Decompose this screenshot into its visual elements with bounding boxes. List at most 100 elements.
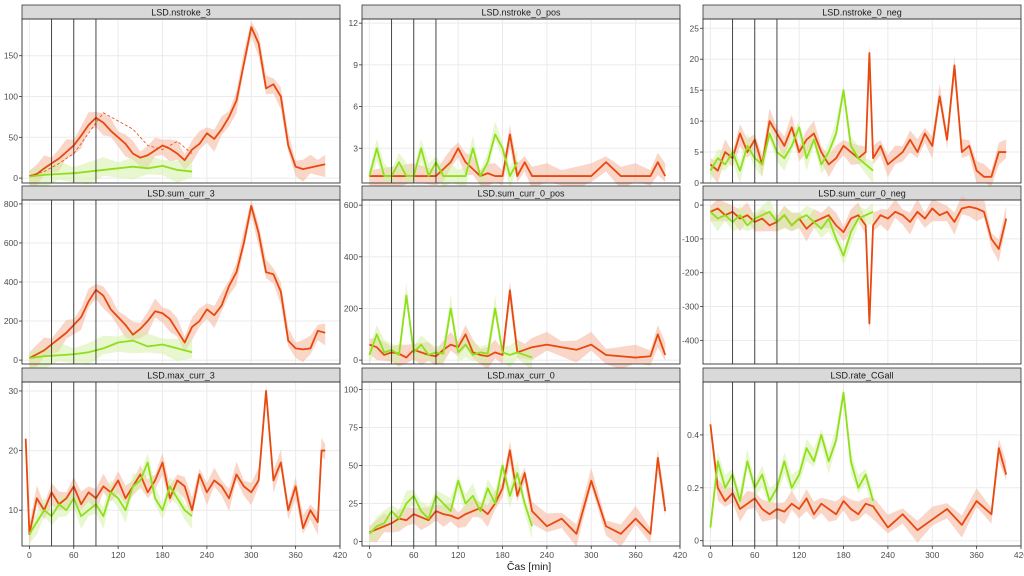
y-tick-label: -100	[682, 234, 699, 244]
facet-title: LSD.max_curr_0	[487, 371, 555, 381]
x-tick-label: 180	[836, 550, 850, 560]
facet-title: LSD.sum_curr_0_pos	[477, 189, 565, 199]
y-tick-label: 9	[353, 60, 358, 70]
y-tick-label: 0	[694, 178, 699, 188]
panel-border	[361, 381, 681, 547]
series-line-green	[709, 89, 874, 172]
y-tick-label: 0	[13, 355, 18, 365]
x-tick-label: 60	[69, 550, 79, 560]
y-tick-label: 400	[344, 252, 358, 262]
y-tick-label: 30	[9, 386, 19, 396]
panel-border	[361, 18, 681, 184]
y-tick-label: 50	[349, 461, 359, 471]
x-tick-label: 0	[27, 550, 32, 560]
series-ribbon-green	[369, 282, 533, 371]
y-tick-label: 100	[344, 385, 358, 395]
y-tick-label: 10	[9, 505, 19, 515]
panel-border	[361, 199, 681, 365]
series-line-green	[28, 461, 193, 535]
series-line-green	[709, 391, 874, 528]
y-tick-label: 200	[344, 303, 358, 313]
y-tick-label: 0	[694, 536, 699, 546]
x-tick-label: 420	[673, 550, 687, 560]
x-tick-label: 240	[200, 550, 214, 560]
series-line-orange	[710, 205, 1008, 325]
y-tick-label: 75	[349, 423, 359, 433]
y-tick-label: 6	[353, 102, 358, 112]
x-tick-label: 360	[970, 550, 984, 560]
y-tick-label: 600	[4, 238, 18, 248]
panel-border	[702, 18, 1022, 184]
series-line-green	[29, 164, 193, 178]
facet-panel-6: LSD.sum_curr_0_neg 0 -100 -200 -300 -400	[682, 185, 1022, 365]
facet-title: LSD.max_curr_3	[147, 371, 215, 381]
x-tick-label: 300	[584, 550, 598, 560]
series-line-orange	[369, 289, 667, 359]
series-line-orange	[28, 204, 326, 359]
x-tick-label: 240	[540, 550, 554, 560]
y-tick-label: 150	[4, 51, 18, 61]
x-tick-label: 120	[792, 550, 806, 560]
series-ribbon-green	[29, 331, 193, 369]
y-tick-label: -400	[682, 335, 699, 345]
facet-panel-9: LSD.rate_CGall 0 0.2 0.4 0 60 120 180 240 300 360 4…	[687, 367, 1024, 560]
y-tick-label: 600	[344, 200, 358, 210]
x-tick-label: 300	[244, 550, 258, 560]
facet-panel-8: LSD.max_curr_0 0 25 50 75 100 0 60 120 180 240 300 3…	[344, 367, 687, 560]
x-tick-label: 420	[333, 550, 347, 560]
y-tick-label: 20	[9, 446, 19, 456]
y-tick-label: 20	[690, 54, 700, 64]
y-tick-label: 25	[690, 23, 700, 33]
y-tick-label: 0	[353, 536, 358, 546]
y-tick-label: 10	[690, 116, 700, 126]
x-tick-label: 0	[367, 550, 372, 560]
x-tick-label: 120	[451, 550, 465, 560]
y-tick-label: 0.2	[687, 483, 699, 493]
series-ribbon-green	[369, 459, 533, 544]
y-tick-label: 50	[9, 132, 19, 142]
series-line-orange	[29, 26, 326, 178]
y-tick-label: 5	[694, 147, 699, 157]
x-tick-label: 360	[289, 550, 303, 560]
series-ribbon-green	[369, 121, 518, 189]
y-tick-label: 12	[349, 18, 359, 28]
series-line-orange	[709, 424, 1008, 532]
series-line-orange	[709, 52, 1007, 178]
y-tick-label: 0.4	[687, 430, 699, 440]
facet-panel-5: LSD.sum_curr_0_pos 0 200 400 600	[344, 185, 681, 371]
series-line-orange	[369, 449, 667, 535]
facet-title: LSD.nstroke_3	[151, 8, 211, 18]
panel-border	[21, 381, 341, 547]
y-tick-label: 200	[4, 316, 18, 326]
panel-border	[702, 381, 1022, 547]
x-tick-label: 60	[750, 550, 760, 560]
x-tick-label: 180	[495, 550, 509, 560]
y-tick-label: 0	[694, 200, 699, 210]
y-tick-label: -200	[682, 268, 699, 278]
y-tick-label: 15	[690, 85, 700, 95]
panel-border	[21, 18, 341, 184]
panel-border	[702, 199, 1022, 365]
facet-panel-3: LSD.nstroke_0_neg 0 5 10 15 20 25	[690, 4, 1022, 188]
x-tick-label: 120	[111, 550, 125, 560]
series-ribbon-green	[710, 199, 874, 266]
x-tick-label: 180	[155, 550, 169, 560]
y-tick-label: 100	[4, 92, 18, 102]
x-tick-label: 300	[925, 550, 939, 560]
y-tick-label: 0	[353, 355, 358, 365]
facet-title: LSD.nstroke_0_pos	[481, 8, 561, 18]
series-line-green	[709, 210, 874, 257]
y-tick-label: 25	[349, 498, 359, 508]
series-ribbon-green	[29, 155, 193, 188]
series-ribbon-green	[710, 84, 874, 184]
series-line-orange	[369, 133, 667, 177]
series-line-green	[368, 294, 533, 359]
x-axis-label: Čas [min]	[507, 560, 551, 573]
facet-panel-1: LSD.nstroke_3 0 50 100 150	[4, 4, 341, 188]
x-tick-label: 240	[881, 550, 895, 560]
facet-panel-4: LSD.sum_curr_3 0 200 400 600 800	[4, 185, 341, 369]
x-tick-label: 420	[1014, 550, 1024, 560]
facet-title: LSD.nstroke_0_neg	[822, 8, 902, 18]
